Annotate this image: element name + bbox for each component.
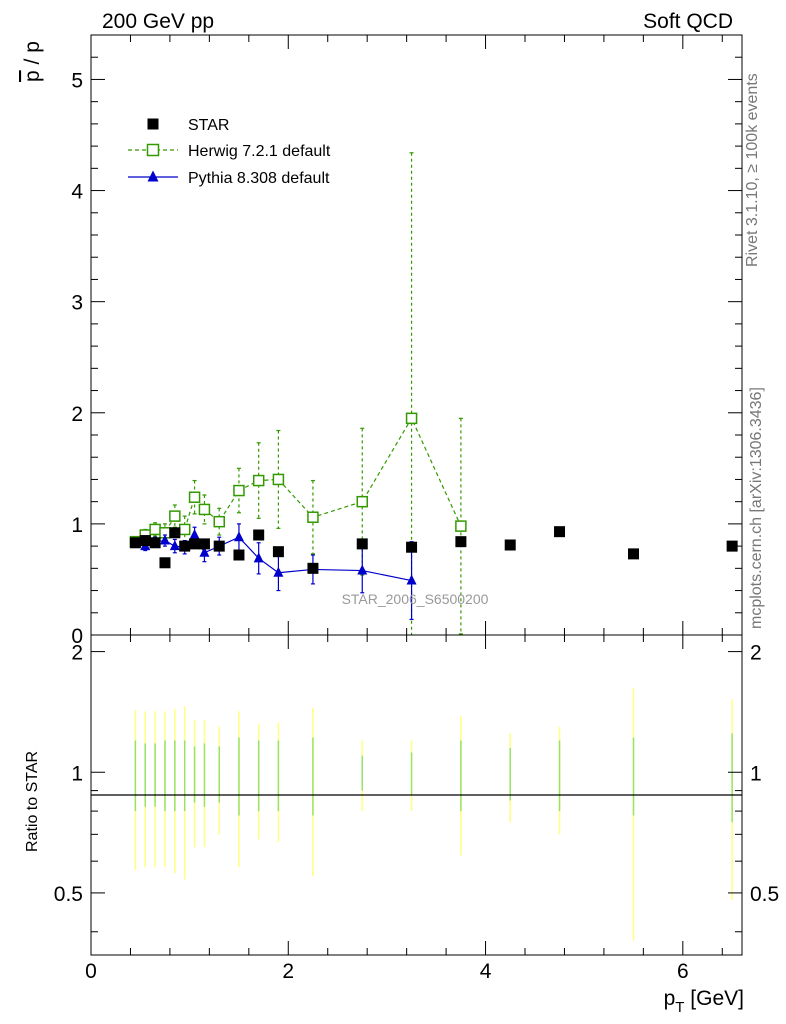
data-point [189, 538, 201, 550]
main-x-ticks [90, 35, 723, 635]
data-point [169, 527, 181, 539]
data-point [357, 564, 368, 575]
data-point [405, 412, 418, 425]
y-tick-label: 0 [71, 625, 83, 648]
rivet-version-label: Rivet 3.1.10, ≥ 100k events [744, 73, 761, 267]
data-point [253, 529, 265, 541]
ratio-y-axis-label: Ratio to STAR [24, 751, 41, 852]
data-point [628, 548, 639, 560]
main-y-ticks: 0 1 2 3 4 5 [71, 34, 742, 648]
header-right-title: Soft QCD [643, 10, 733, 33]
data-point [199, 546, 210, 557]
xlabel-p: p [664, 987, 676, 1010]
ratio-y-tick-label: 2 [71, 642, 83, 665]
ratio-y-tick-label: 0.5 [54, 883, 83, 906]
data-point [554, 526, 566, 538]
series-0 [129, 526, 738, 574]
legend-label: Herwig 7.2.1 default [188, 143, 331, 160]
data-point [159, 534, 170, 545]
data-point [149, 523, 161, 536]
x-tick-label: 2 [282, 960, 294, 983]
xlabel-unit: [GeV] [684, 987, 744, 1010]
data-point [198, 538, 210, 550]
data-point [189, 529, 200, 539]
data-point [188, 491, 201, 503]
data-point [252, 474, 265, 487]
series-line [135, 533, 412, 582]
pbar-symbol: p [21, 70, 44, 82]
data-point [129, 537, 141, 549]
data-point [139, 535, 151, 547]
y-tick-label: 3 [71, 292, 83, 315]
legend-marker [147, 170, 159, 182]
main-series-layer [129, 152, 738, 635]
data-point [406, 541, 418, 553]
legend-marker [147, 118, 159, 130]
y-tick-label: 4 [71, 181, 83, 204]
main-y-axis-label: p / p [21, 41, 44, 82]
ratio-bands-layer [134, 688, 733, 941]
y-tick-label: 2 [71, 403, 83, 426]
main-panel: p / p 0 1 2 3 4 5 STAR_2006_S6500200 STAR Herw… [21, 34, 743, 648]
mcplots-credit-label: mcplots.cern.ch [arXiv:1306.3436] [748, 387, 765, 629]
y-tick-label: 1 [71, 514, 83, 537]
data-point [455, 536, 467, 548]
data-point [273, 566, 284, 577]
data-point [233, 531, 244, 542]
data-point [169, 540, 180, 551]
ratio-y-tick-label: 0.5 [750, 883, 779, 906]
legend-label: STAR [188, 117, 229, 134]
series-1 [129, 152, 467, 635]
data-point [178, 523, 191, 536]
header-left-title: 200 GeV pp [102, 10, 214, 33]
data-point [272, 546, 284, 558]
data-point [233, 549, 245, 561]
x-tick-label: 6 [677, 960, 689, 983]
data-point [356, 538, 368, 550]
data-point [307, 511, 319, 523]
data-point [253, 552, 264, 563]
data-point [406, 574, 417, 585]
ratio-y-tick-label: 1 [750, 762, 762, 785]
data-point [307, 562, 319, 574]
data-point [726, 540, 738, 552]
xlabel-sub: T [675, 999, 684, 1016]
data-point [179, 540, 191, 552]
ratio-panel: 0.5 0.5 1 1 2 2 0 2 4 6 Ratio to STAR pT [GeV] [24, 634, 779, 1016]
data-point [356, 495, 368, 508]
ratio-y-tick-label: 2 [750, 642, 762, 665]
data-point [233, 484, 245, 497]
ylabel-rest: / p [21, 41, 44, 70]
legend-marker [146, 143, 160, 157]
x-tick-label: 0 [85, 960, 97, 983]
x-axis-label: pT [GeV] [664, 987, 744, 1016]
legend: STAR Herwig 7.2.1 default Pythia 8.308 def… [128, 117, 331, 187]
data-point [504, 539, 516, 551]
legend-label: Pythia 8.308 default [188, 170, 330, 187]
data-point [198, 503, 211, 516]
ratio-y-ticks: 0.5 0.5 1 1 2 2 [54, 642, 779, 933]
data-point [159, 557, 171, 569]
analysis-watermark: STAR_2006_S6500200 [342, 591, 489, 607]
data-point [149, 537, 161, 549]
ratio-x-ticks: 0 2 4 6 [85, 635, 723, 983]
x-tick-label: 4 [480, 960, 492, 983]
data-point [213, 515, 225, 528]
data-point [272, 473, 285, 486]
ratio-y-tick-label: 1 [71, 762, 83, 785]
data-point [213, 540, 225, 552]
ratio-frame [90, 634, 743, 956]
y-tick-label: 5 [71, 69, 83, 92]
data-point [455, 520, 467, 532]
data-point [169, 510, 181, 522]
